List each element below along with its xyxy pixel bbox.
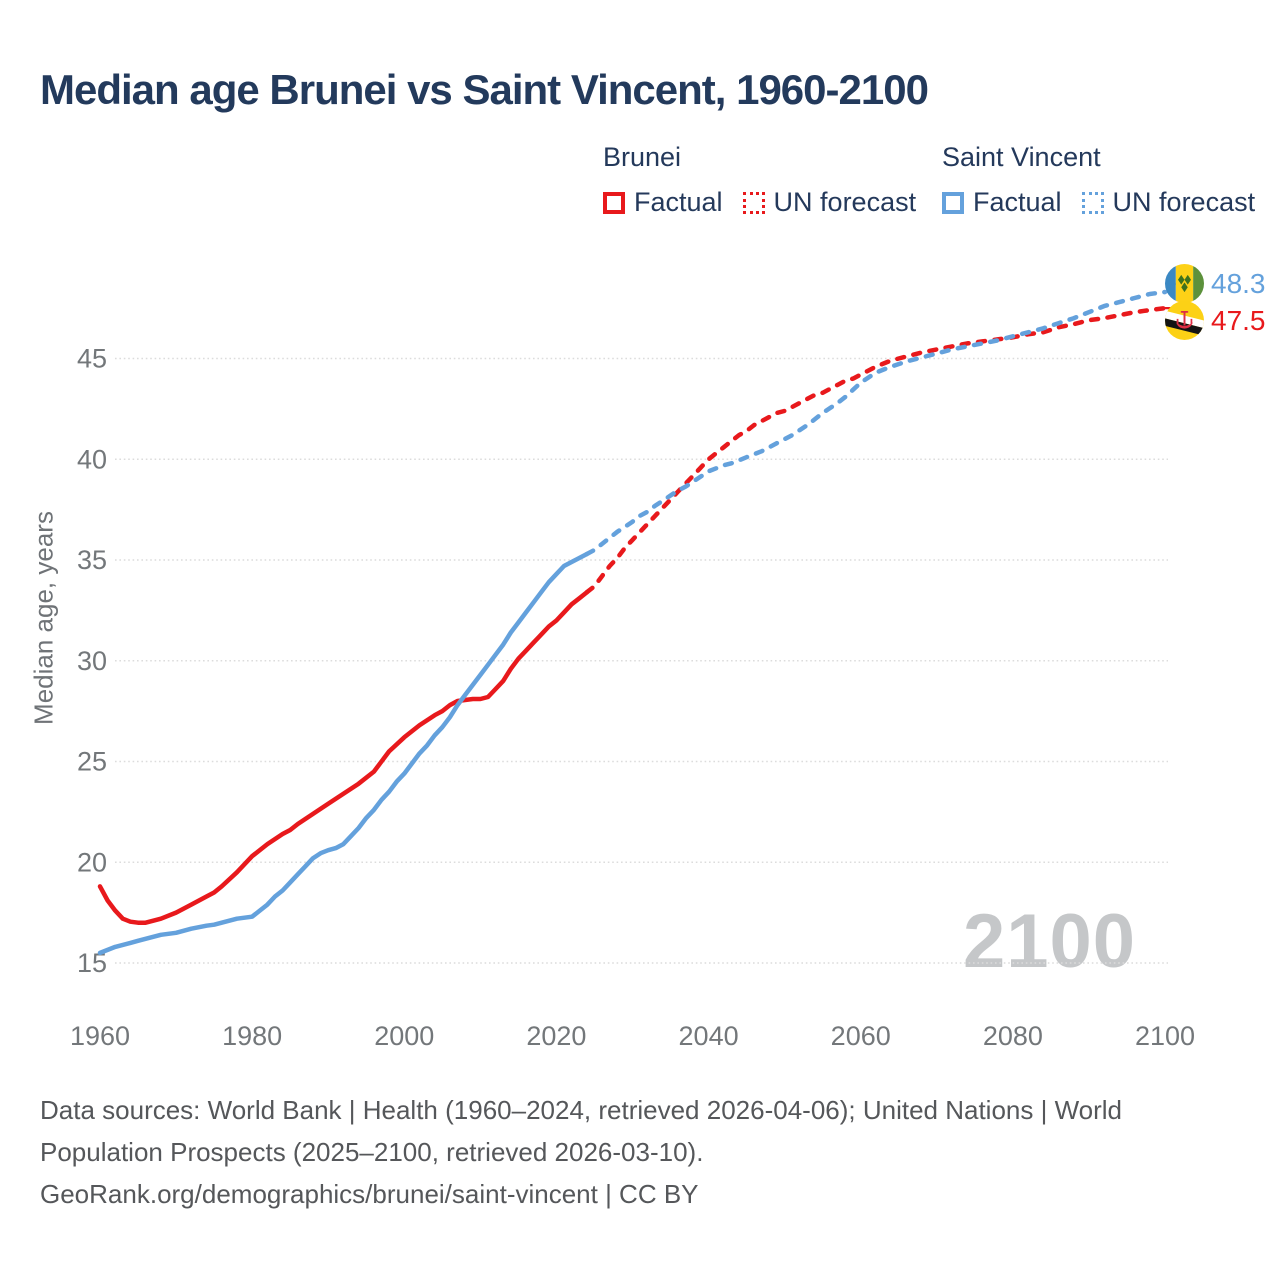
saint-vincent-factual-swatch-icon [942, 191, 964, 214]
x-tick-label: 2000 [374, 1021, 434, 1051]
x-tick-label: 2020 [526, 1021, 586, 1051]
x-tick-label: 1960 [70, 1021, 130, 1051]
series-line-saint-vincent-factual [97, 551, 590, 956]
data-sources: Data sources: World Bank | Health (1960–… [40, 1089, 1122, 1215]
data-sources-line: Population Prospects (2025–2100, retriev… [40, 1137, 704, 1167]
legend-group-brunei: Brunei Factual UN forecast [603, 142, 936, 218]
end-label-saint-vincent: 48.3 [1165, 264, 1266, 303]
x-tick-label: 2100 [1135, 1021, 1195, 1051]
legend-group-label: Brunei [603, 142, 682, 172]
x-tick-label: 2060 [831, 1021, 891, 1051]
legend-item-label: UN forecast [1112, 187, 1256, 217]
series-line-brunei-un-forecast [584, 305, 1168, 595]
data-sources-line: Data sources: World Bank | Health (1960–… [40, 1095, 1123, 1125]
end-label-brunei: 47.5 [1165, 301, 1266, 340]
y-tick-label: 20 [77, 847, 107, 877]
y-tick-label: 45 [77, 344, 107, 374]
data-sources-line: GeoRank.org/demographics/brunei/saint-vi… [40, 1179, 699, 1209]
legend-row: Factual UN forecast [942, 187, 1275, 218]
x-tick-label: 2080 [983, 1021, 1043, 1051]
brunei-forecast-swatch-icon [742, 191, 765, 214]
legend-item-label: UN forecast [773, 187, 917, 217]
legend-group-label: Saint Vincent [942, 142, 1101, 172]
series-line-brunei-factual [97, 589, 590, 925]
y-tick-label: 30 [77, 646, 107, 676]
end-value-brunei: 47.5 [1211, 304, 1266, 336]
y-tick-label: 25 [77, 747, 107, 777]
legend-item-label: Factual [973, 187, 1062, 217]
y-axis-title: Median age, years [28, 511, 59, 725]
y-tick-label: 35 [77, 545, 107, 575]
saint-vincent-flag-icon [1165, 264, 1204, 303]
y-tick-label: 40 [77, 444, 107, 474]
x-tick-label: 1980 [222, 1021, 282, 1051]
legend-group-saint-vincent: Saint Vincent Factual UN forecast [942, 142, 1275, 218]
legend-item-label: Factual [634, 187, 723, 217]
chart-title: Median age Brunei vs Saint Vincent, 1960… [40, 66, 929, 113]
series-line-saint-vincent-un-forecast [584, 289, 1168, 557]
x-tick-label: 2040 [679, 1021, 739, 1051]
watermark-year: 2100 [963, 899, 1137, 984]
end-value-saint-vincent: 48.3 [1211, 267, 1266, 299]
saint-vincent-forecast-swatch-icon [1081, 191, 1104, 214]
brunei-flag-icon [1165, 301, 1204, 340]
legend-row: Factual UN forecast [603, 187, 936, 218]
brunei-factual-swatch-icon [603, 191, 625, 214]
